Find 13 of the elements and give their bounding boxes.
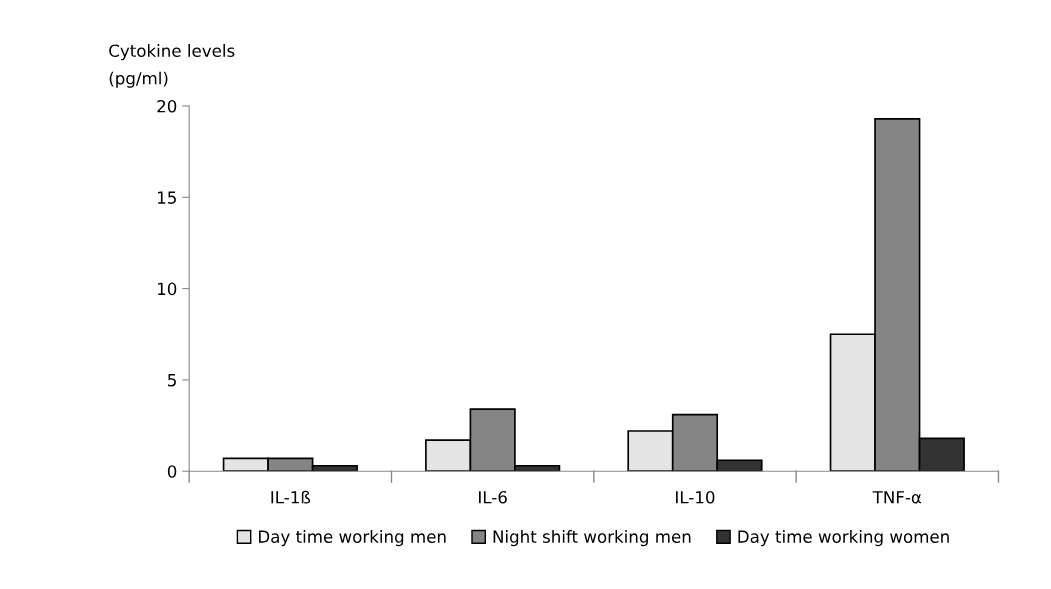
legend-label: Day time working women — [738, 530, 949, 547]
y-tick-label: 20 — [157, 99, 177, 113]
legend-label: Night shift working men — [493, 530, 691, 547]
y-tick-label: 15 — [158, 191, 176, 204]
y-tick-label: 5 — [168, 374, 176, 387]
x-tick-label: IL-1ß — [271, 490, 311, 504]
legend-label: Day time working men — [259, 530, 446, 547]
x-tick-label: IL-6 — [479, 490, 507, 504]
y-tick-label: 0 — [167, 465, 177, 478]
x-tick-label: IL-10 — [676, 490, 715, 504]
x-tick-label: TNF-α — [872, 491, 922, 504]
y-tick-label: 10 — [158, 282, 177, 296]
y-axis-title: Cytokine levels (pg/ml) — [109, 44, 235, 88]
